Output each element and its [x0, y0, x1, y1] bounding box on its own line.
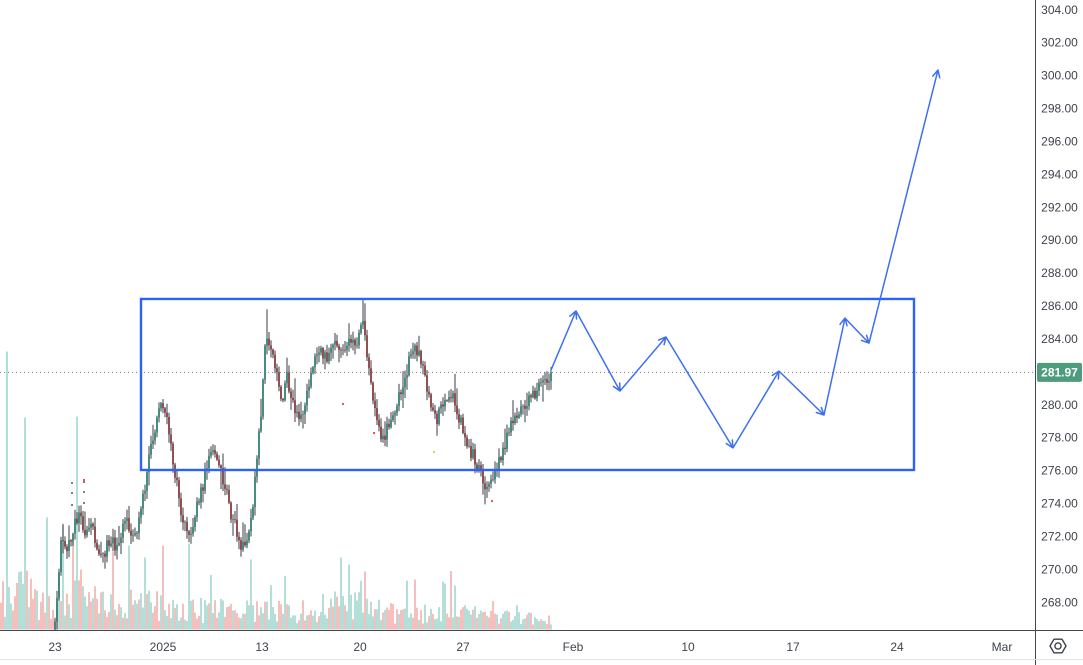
time-tick-label: 27	[456, 640, 470, 654]
price-tick-label: 300.00	[1041, 69, 1078, 83]
time-tick-label: Mar	[992, 640, 1013, 654]
price-tick-label: 276.00	[1041, 464, 1078, 478]
price-tick-label: 304.00	[1041, 3, 1078, 17]
price-tick-label: 272.00	[1041, 529, 1078, 543]
price-axis[interactable]: 304.00 302.00 300.00 298.00 296.00 294.00 292.…	[1041, 3, 1078, 610]
time-tick-label: 24	[890, 640, 904, 654]
price-tick-label: 270.00	[1041, 562, 1078, 576]
axis-settings-gear-icon[interactable]	[1049, 638, 1067, 654]
price-tick-label: 286.00	[1041, 299, 1078, 313]
time-tick-label: 23	[48, 640, 62, 654]
time-tick-label: Feb	[563, 640, 584, 654]
time-tick-label: 2025	[150, 640, 177, 654]
last-price-label-text: 281.97	[1041, 365, 1078, 379]
price-tick-label: 278.00	[1041, 431, 1078, 445]
price-tick-label: 274.00	[1041, 497, 1078, 511]
time-tick-label: 13	[255, 640, 269, 654]
last-price-label-bg	[1037, 362, 1082, 382]
last-price-label: 281.97	[1037, 362, 1082, 382]
price-tick-label: 296.00	[1041, 134, 1078, 148]
price-tick-label: 268.00	[1041, 595, 1078, 609]
price-tick-label: 292.00	[1041, 200, 1078, 214]
price-tick-label: 290.00	[1041, 233, 1078, 247]
price-tick-label: 284.00	[1041, 332, 1078, 346]
projection-arrows[interactable]	[550, 69, 941, 449]
price-tick-label: 288.00	[1041, 266, 1078, 280]
volume-bars	[0, 351, 552, 630]
time-tick-label: 20	[353, 640, 367, 654]
time-tick-label: 10	[681, 640, 695, 654]
time-tick-label: 17	[786, 640, 800, 654]
price-tick-label: 298.00	[1041, 102, 1078, 116]
dot-markers	[71, 402, 494, 506]
time-axis[interactable]: 23 2025 13 20 27 Feb 10 17 24 Mar	[48, 640, 1012, 654]
candles	[54, 300, 552, 630]
price-tick-label: 302.00	[1041, 36, 1078, 50]
drawing-rectangle[interactable]	[139, 297, 916, 472]
price-tick-label: 294.00	[1041, 167, 1078, 181]
price-tick-label: 280.00	[1041, 398, 1078, 412]
